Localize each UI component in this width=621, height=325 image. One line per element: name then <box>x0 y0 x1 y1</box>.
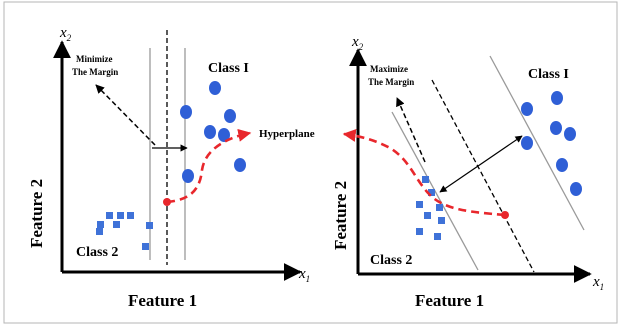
class1-point <box>234 158 246 172</box>
right-hyperplane-dot <box>501 211 509 219</box>
figure-border <box>3 1 618 324</box>
left-hyperplane-dot <box>163 198 171 206</box>
class2-point <box>438 217 445 224</box>
left-class2-label: Class 2 <box>76 245 118 260</box>
left-annotation-arrow <box>95 84 156 146</box>
left-y-axis-variable: x2 <box>59 25 72 43</box>
hyperplane-label: Hyperplane <box>259 128 315 140</box>
left-class1-label: Class I <box>208 61 249 76</box>
right-annotation-line1: Maximize <box>370 64 408 74</box>
class2-point <box>416 201 423 208</box>
class2-point <box>106 212 113 219</box>
class2-point <box>117 212 124 219</box>
class2-point <box>424 212 431 219</box>
left-hyperplane-pointer <box>166 128 252 204</box>
right-class1-points <box>521 91 582 196</box>
hyperplane-label-box <box>256 124 336 142</box>
class1-point <box>180 105 192 119</box>
left-x-axis-variable: x1 <box>298 266 310 284</box>
class1-point <box>564 127 576 141</box>
right-panel: x2 x1 Feature 1 Feature 2 Maximize The M… <box>331 34 604 310</box>
left-annotation-line2: The Margin <box>72 67 118 77</box>
class2-point <box>416 228 423 235</box>
class1-point <box>521 102 533 116</box>
right-y-axis-variable: x2 <box>351 34 364 52</box>
class1-point <box>182 169 194 183</box>
class2-point <box>422 176 429 183</box>
class2-point <box>127 212 134 219</box>
class2-point <box>96 228 103 235</box>
right-hyperplane-pointer <box>342 129 506 217</box>
class1-point <box>521 136 533 150</box>
class1-point <box>556 158 568 172</box>
right-margin-line-right <box>489 55 585 231</box>
right-annotation-line2: The Margin <box>368 77 414 87</box>
right-class2-points <box>416 176 445 240</box>
class2-point <box>436 204 443 211</box>
class1-point <box>550 121 562 135</box>
class2-point <box>97 221 104 228</box>
right-x-feature-label: Feature 1 <box>415 291 484 310</box>
right-class2-label: Class 2 <box>370 253 412 268</box>
class1-point <box>218 128 230 142</box>
right-class1-label: Class I <box>528 67 569 82</box>
left-panel: x2 x1 Feature 1 Feature 2 Minimize The M… <box>27 25 310 310</box>
left-class1-points <box>180 81 246 183</box>
class2-point <box>146 222 153 229</box>
right-x-axis-variable: x1 <box>592 274 604 292</box>
class1-point <box>209 81 221 95</box>
left-annotation-line1: Minimize <box>76 54 113 64</box>
class1-point <box>551 91 563 105</box>
class1-point <box>570 182 582 196</box>
class2-point <box>434 233 441 240</box>
class2-point <box>142 243 149 250</box>
right-y-feature-label: Feature 2 <box>331 181 350 250</box>
class1-point <box>204 125 216 139</box>
left-class2-points <box>96 212 153 250</box>
class1-point <box>224 109 236 123</box>
class2-point <box>428 189 435 196</box>
right-annotation-arrow <box>396 97 426 163</box>
left-y-feature-label: Feature 2 <box>27 179 46 248</box>
right-margin-width-arrow <box>439 135 523 193</box>
class2-point <box>113 221 120 228</box>
left-x-feature-label: Feature 1 <box>128 291 197 310</box>
